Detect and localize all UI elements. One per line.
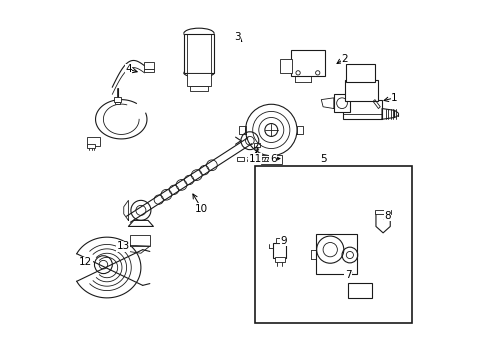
Bar: [274, 257, 284, 262]
Bar: [130, 235, 149, 246]
Bar: [344, 80, 378, 102]
Bar: [260, 155, 282, 164]
Bar: [347, 283, 372, 298]
Text: 10: 10: [195, 203, 208, 213]
Bar: [236, 157, 244, 161]
Text: 6: 6: [269, 154, 276, 163]
Bar: [346, 64, 374, 82]
Text: 3: 3: [234, 32, 240, 42]
Bar: [255, 166, 411, 323]
Text: 1: 1: [390, 93, 397, 103]
Text: 4: 4: [125, 64, 131, 74]
Text: 13: 13: [116, 241, 129, 251]
Bar: [333, 94, 349, 112]
Bar: [114, 98, 121, 103]
Text: 7: 7: [344, 270, 351, 280]
Bar: [183, 33, 214, 73]
Bar: [374, 210, 390, 214]
Bar: [272, 243, 285, 258]
Bar: [87, 144, 95, 148]
Text: 5: 5: [319, 154, 325, 163]
Text: 8: 8: [383, 211, 390, 221]
Text: 12: 12: [79, 257, 92, 267]
Bar: [186, 73, 211, 86]
Bar: [290, 50, 324, 76]
Bar: [190, 86, 207, 91]
Bar: [115, 102, 120, 104]
Bar: [342, 100, 381, 119]
Bar: [144, 68, 153, 72]
Bar: [86, 138, 100, 146]
Text: 9: 9: [280, 236, 286, 246]
Bar: [315, 234, 356, 274]
Text: 11: 11: [248, 154, 261, 163]
Bar: [275, 238, 283, 243]
Bar: [280, 59, 291, 73]
Bar: [143, 62, 154, 69]
Text: 2: 2: [341, 54, 347, 64]
